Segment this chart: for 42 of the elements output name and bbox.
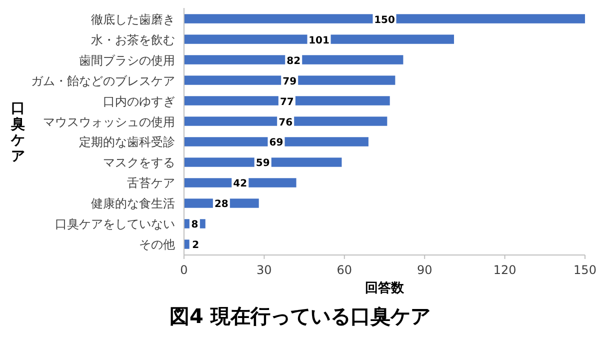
x-tick-label: 150 bbox=[574, 263, 596, 277]
data-label: 82 bbox=[286, 56, 301, 67]
x-tick-label: 90 bbox=[416, 263, 432, 277]
y-tick-label: 口内のゆすぎ bbox=[103, 94, 175, 108]
data-label: 79 bbox=[282, 76, 297, 88]
data-label: 8 bbox=[191, 220, 198, 231]
bar bbox=[184, 116, 388, 126]
x-tick-label: 120 bbox=[493, 263, 516, 277]
data-label: 101 bbox=[308, 35, 330, 46]
data-label: 77 bbox=[280, 96, 294, 108]
y-tick-label: 健康的な食生活 bbox=[91, 196, 175, 211]
y-axis-title: 口臭ケア bbox=[10, 100, 25, 164]
y-tick-label: 歯間ブラシの使用 bbox=[79, 53, 175, 68]
x-tick-label: 30 bbox=[256, 263, 272, 277]
data-label: 69 bbox=[269, 138, 284, 149]
data-label: 150 bbox=[374, 14, 395, 26]
y-tick-label: マスクをする bbox=[103, 156, 175, 170]
bar bbox=[184, 158, 342, 167]
x-axis-title: 回答数 bbox=[365, 281, 405, 296]
y-tick-label: 水・お茶を飲む bbox=[91, 32, 175, 47]
data-label: 2 bbox=[192, 240, 200, 252]
bar bbox=[184, 34, 454, 44]
text: 図4 現在行っている口臭ケア bbox=[170, 304, 430, 328]
y-tick-label: 舌苔ケア bbox=[127, 176, 175, 190]
bar bbox=[184, 14, 585, 24]
data-label: 76 bbox=[278, 117, 293, 128]
data-label: 59 bbox=[256, 158, 270, 170]
bar bbox=[184, 137, 368, 146]
bar bbox=[184, 96, 390, 106]
data-label: 28 bbox=[214, 199, 228, 210]
data-label: 42 bbox=[233, 178, 248, 190]
bar bbox=[184, 240, 190, 249]
y-tick-label: 定期的な歯科受診 bbox=[79, 135, 175, 150]
y-tick-label: その他 bbox=[139, 238, 175, 252]
y-tick-label: 徹底した歯磨き bbox=[91, 12, 175, 26]
bar bbox=[184, 55, 404, 64]
x-tick-label: 0 bbox=[180, 263, 188, 277]
y-tick-label: マウスウォッシュの使用 bbox=[43, 114, 175, 129]
y-tick-label: ガム・飴などのブレスケア bbox=[31, 74, 175, 88]
y-tick-label: 口臭ケアをしていない bbox=[55, 217, 175, 232]
bar bbox=[184, 76, 396, 85]
x-tick-label: 60 bbox=[336, 263, 352, 277]
